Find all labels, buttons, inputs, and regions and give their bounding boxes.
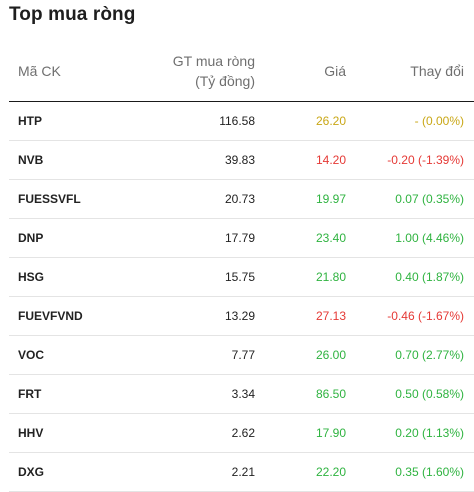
- stock-code[interactable]: DNP: [18, 231, 44, 245]
- column-header-net-buy-value[interactable]: GT mua ròng (Tỷ đồng): [173, 51, 255, 91]
- table-body: HTP 116.58 26.20 - (0.00%) NVB 39.83 14.…: [9, 102, 474, 492]
- table-header: Mã CK GT mua ròng (Tỷ đồng) Giá Thay đổi: [9, 48, 474, 102]
- column-header-net-buy-value-line2: (Tỷ đồng): [195, 73, 255, 89]
- stock-code[interactable]: HSG: [18, 270, 45, 284]
- price-change: 0.70 (2.77%): [395, 348, 464, 362]
- table-row[interactable]: FUEVFVND 13.29 27.13 -0.46 (-1.67%): [9, 297, 474, 336]
- table-row[interactable]: DNP 17.79 23.40 1.00 (4.46%): [9, 219, 474, 258]
- price-change: 0.07 (0.35%): [395, 192, 464, 206]
- price-change: -0.46 (-1.67%): [387, 309, 464, 323]
- column-header-price[interactable]: Giá: [324, 63, 346, 79]
- column-header-net-buy-value-line1: GT mua ròng: [172, 53, 255, 69]
- price: 19.97: [315, 192, 346, 206]
- net-buy-value: 20.73: [224, 192, 255, 206]
- net-buy-value: 39.83: [224, 153, 255, 167]
- price-change: - (0.00%): [414, 114, 464, 128]
- price-change: 0.20 (1.13%): [395, 426, 464, 440]
- price: 86.50: [315, 387, 346, 401]
- stock-code[interactable]: FRT: [18, 387, 42, 401]
- stock-code[interactable]: DXG: [18, 465, 45, 479]
- price-change: -0.20 (-1.39%): [387, 153, 464, 167]
- price: 17.90: [315, 426, 346, 440]
- net-buy-value: 116.58: [219, 114, 255, 128]
- table-row[interactable]: VOC 7.77 26.00 0.70 (2.77%): [9, 336, 474, 375]
- price-change: 0.35 (1.60%): [395, 465, 464, 479]
- price: 27.13: [315, 309, 346, 323]
- table-row[interactable]: DXG 2.21 22.20 0.35 (1.60%): [9, 453, 474, 492]
- net-buy-value: 13.29: [224, 309, 255, 323]
- net-buy-value: 2.21: [231, 465, 255, 479]
- price-change: 0.40 (1.87%): [395, 270, 464, 284]
- net-buy-value: 2.62: [231, 426, 255, 440]
- price: 26.00: [315, 348, 346, 362]
- net-buy-value: 17.79: [224, 231, 255, 245]
- price: 21.80: [315, 270, 346, 284]
- table-row[interactable]: HTP 116.58 26.20 - (0.00%): [9, 102, 474, 141]
- stock-code[interactable]: FUESSVFL: [18, 192, 81, 206]
- stock-code[interactable]: HTP: [18, 114, 42, 128]
- stock-code[interactable]: NVB: [18, 153, 44, 167]
- table-row[interactable]: FUESSVFL 20.73 19.97 0.07 (0.35%): [9, 180, 474, 219]
- stock-code[interactable]: FUEVFVND: [18, 309, 83, 323]
- price: 22.20: [315, 465, 346, 479]
- price-change: 0.50 (0.58%): [395, 387, 464, 401]
- table-row[interactable]: HHV 2.62 17.90 0.20 (1.13%): [9, 414, 474, 453]
- net-buy-value: 15.75: [224, 270, 255, 284]
- price: 23.40: [315, 231, 346, 245]
- widget-title: Top mua ròng: [9, 4, 136, 25]
- net-buy-value: 3.34: [231, 387, 255, 401]
- stock-code[interactable]: VOC: [18, 348, 45, 362]
- price-change: 1.00 (4.46%): [395, 231, 464, 245]
- table-row[interactable]: HSG 15.75 21.80 0.40 (1.87%): [9, 258, 474, 297]
- column-header-code[interactable]: Mã CK: [18, 63, 61, 79]
- table-row[interactable]: NVB 39.83 14.20 -0.20 (-1.39%): [9, 141, 474, 180]
- stock-code[interactable]: HHV: [18, 426, 44, 440]
- price: 14.20: [315, 153, 346, 167]
- net-buy-value: 7.77: [231, 348, 255, 362]
- column-header-change[interactable]: Thay đổi: [410, 63, 464, 79]
- table-row[interactable]: FRT 3.34 86.50 0.50 (0.58%): [9, 375, 474, 414]
- price: 26.20: [315, 114, 346, 128]
